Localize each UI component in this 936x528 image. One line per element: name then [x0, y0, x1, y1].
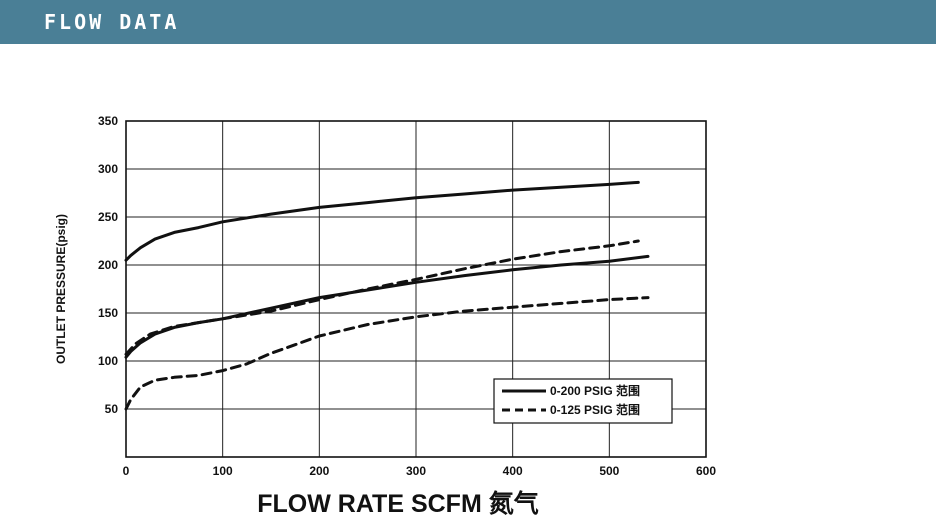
x-axis-label: FLOW RATE SCFM 氮气: [257, 489, 538, 518]
x-tick-label: 300: [406, 464, 426, 478]
grid: [126, 121, 706, 457]
tick-labels: 0 100 200 300 400 500 600 50 100 150 200 250 300 350: [98, 114, 716, 478]
x-tick-label: 600: [696, 464, 716, 478]
plot-frame: [125, 120, 707, 458]
header-bar: FLOW DATA: [0, 0, 936, 44]
x-tick-label: 500: [599, 464, 619, 478]
legend-label-0-125: 0-125 PSIG 范围: [550, 402, 640, 417]
legend-label-0-200: 0-200 PSIG 范围: [550, 383, 640, 398]
legend: 0-200 PSIG 范围 0-125 PSIG 范围: [493, 378, 673, 424]
y-tick-label: 200: [98, 258, 118, 272]
x-tick-label: 100: [213, 464, 233, 478]
y-axis-label: OUTLET PRESSURE(psig): [54, 214, 68, 364]
y-tick-label: 50: [105, 402, 119, 416]
series-line-solid-1: [124, 254, 650, 359]
header-title: FLOW DATA: [44, 10, 180, 34]
y-tick-label: 100: [98, 354, 118, 368]
x-tick-label: 0: [123, 464, 130, 478]
y-tick-label: 350: [98, 114, 118, 128]
y-tick-label: 150: [98, 306, 118, 320]
legend-box: [493, 378, 673, 424]
series-lines: [124, 180, 650, 411]
series-line-dashed-2: [124, 239, 640, 356]
x-tick-label: 200: [309, 464, 329, 478]
y-tick-label: 300: [98, 162, 118, 176]
y-tick-label: 250: [98, 210, 118, 224]
series-line-solid-0: [124, 180, 640, 262]
x-tick-label: 400: [503, 464, 523, 478]
series-line-dashed-3: [124, 296, 650, 411]
